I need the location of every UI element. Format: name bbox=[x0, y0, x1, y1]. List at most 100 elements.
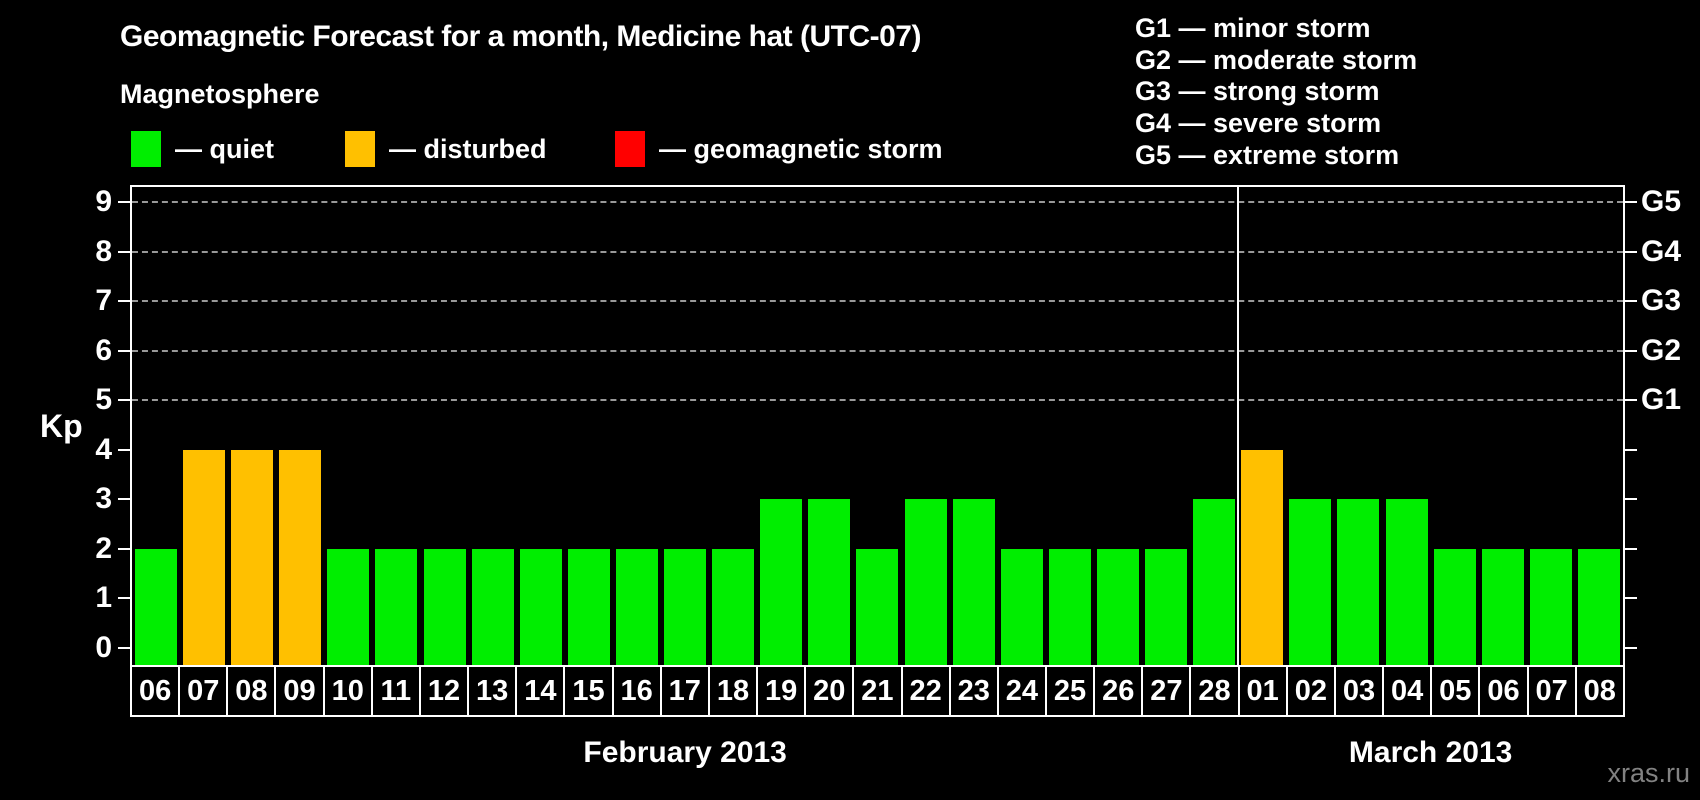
kp-bar bbox=[616, 548, 658, 665]
y-tick-mark-right bbox=[1625, 300, 1637, 303]
y-tick-mark-right bbox=[1625, 200, 1637, 203]
legend-label: — quiet bbox=[175, 133, 274, 164]
kp-bar bbox=[712, 548, 754, 665]
kp-bar bbox=[1578, 548, 1620, 665]
y-tick-mark-left bbox=[118, 647, 130, 649]
day-cell: 22 bbox=[903, 667, 951, 715]
kp-bar bbox=[424, 548, 466, 665]
legend-label: — disturbed bbox=[389, 133, 547, 164]
day-cell: 06 bbox=[1480, 667, 1529, 715]
kp-gridline bbox=[132, 300, 1623, 303]
y-tick-mark-left bbox=[118, 300, 130, 303]
y-tick-mark-left bbox=[118, 349, 130, 352]
month-label-february: February 2013 bbox=[583, 736, 787, 769]
day-cell: 19 bbox=[758, 667, 807, 715]
kp-gridline bbox=[132, 200, 1623, 203]
kp-bar bbox=[1289, 499, 1331, 665]
month-label-march: March 2013 bbox=[1348, 736, 1513, 769]
y-tick-mark-right bbox=[1625, 547, 1637, 550]
day-cell: 07 bbox=[1529, 667, 1577, 715]
y-tick-mark-left bbox=[118, 597, 130, 600]
y-tick-label: 9 bbox=[95, 184, 112, 218]
y-tick-mark-right bbox=[1625, 250, 1637, 253]
kp-gridline bbox=[132, 349, 1623, 352]
day-cell: 14 bbox=[517, 667, 566, 715]
legend-label: — geomagnetic storm bbox=[659, 133, 943, 164]
day-cell: 17 bbox=[662, 667, 710, 715]
month-separator-line bbox=[1237, 187, 1239, 665]
legend-item-disturbed: — disturbed bbox=[345, 131, 547, 167]
kp-bar bbox=[1097, 548, 1139, 665]
kp-bar bbox=[279, 449, 321, 665]
g-scale-label: G1 bbox=[1641, 383, 1682, 417]
y-tick-mark-right bbox=[1625, 597, 1637, 600]
y-tick-mark-right bbox=[1625, 647, 1637, 649]
day-axis-row: 06 07 08 09 10 11 12 13 14 15 16 17 18 19 20 21 22 23 24 25… bbox=[130, 665, 1625, 717]
y-tick-mark-left bbox=[118, 547, 130, 550]
y-tick-label: 1 bbox=[95, 581, 112, 615]
kp-gridline bbox=[132, 250, 1623, 253]
y-tick-label: 0 bbox=[95, 631, 112, 664]
g-scale-label: G2 bbox=[1641, 333, 1682, 367]
day-cell: 25 bbox=[1047, 667, 1096, 715]
day-cell: 08 bbox=[228, 667, 277, 715]
kp-bar bbox=[472, 548, 514, 665]
day-cell: 13 bbox=[469, 667, 518, 715]
y-tick-label: 4 bbox=[95, 432, 112, 466]
y-tick-mark-right bbox=[1625, 349, 1637, 352]
page-title: Geomagnetic Forecast for a month, Medici… bbox=[120, 20, 921, 53]
chart-subtitle: Magnetosphere bbox=[120, 79, 320, 109]
day-cell: 24 bbox=[999, 667, 1047, 715]
storm-scale-item-g1: G1 — minor storm bbox=[1135, 13, 1371, 43]
storm-scale-item-g3: G3 — strong storm bbox=[1135, 76, 1380, 107]
day-cell: 18 bbox=[710, 667, 759, 715]
kp-bar bbox=[568, 548, 610, 665]
kp-bar bbox=[856, 548, 898, 665]
disturbed-color-swatch bbox=[345, 131, 375, 167]
y-tick-mark-left bbox=[118, 498, 130, 501]
kp-bar bbox=[905, 499, 947, 665]
y-tick-label: 7 bbox=[95, 284, 112, 318]
kp-bar bbox=[231, 449, 273, 665]
g-scale-label: G5 bbox=[1641, 184, 1682, 218]
kp-bar bbox=[327, 548, 369, 665]
kp-bar bbox=[953, 499, 995, 665]
kp-bar bbox=[1337, 499, 1379, 665]
kp-bar bbox=[1434, 548, 1476, 665]
y-tick-mark-right bbox=[1625, 498, 1637, 501]
y-tick-label: 6 bbox=[95, 333, 112, 367]
legend-item-quiet: — quiet bbox=[131, 131, 274, 167]
day-cell: 27 bbox=[1143, 667, 1192, 715]
y-tick-label: 2 bbox=[95, 531, 112, 565]
kp-gridline bbox=[132, 399, 1623, 402]
y-axis-label-kp: Kp bbox=[40, 408, 83, 444]
watermark: xras.ru bbox=[1607, 758, 1690, 788]
y-tick-mark-left bbox=[118, 399, 130, 402]
day-cell: 06 bbox=[132, 667, 181, 715]
storm-scale-legend: G1 — minor storm G2 — moderate storm G3 … bbox=[1135, 13, 1417, 172]
day-cell: 11 bbox=[373, 667, 421, 715]
day-cell: 26 bbox=[1095, 667, 1144, 715]
storm-scale-item-g5: G5 — extreme storm bbox=[1135, 139, 1400, 170]
day-cell: 05 bbox=[1432, 667, 1481, 715]
kp-bar bbox=[1241, 449, 1283, 665]
day-cell: 02 bbox=[1288, 667, 1336, 715]
legend-item-storm: — geomagnetic storm bbox=[615, 131, 943, 167]
day-cell: 04 bbox=[1384, 667, 1433, 715]
kp-bar bbox=[1193, 499, 1235, 665]
y-tick-mark-left bbox=[118, 200, 130, 203]
kp-bar bbox=[183, 449, 225, 665]
kp-bar bbox=[1386, 499, 1428, 665]
y-tick-mark-right bbox=[1625, 448, 1637, 451]
day-cell: 09 bbox=[276, 667, 325, 715]
y-tick-label: 3 bbox=[95, 482, 112, 516]
day-cell: 03 bbox=[1336, 667, 1385, 715]
day-cell: 28 bbox=[1191, 667, 1240, 715]
y-tick-mark-left bbox=[118, 250, 130, 253]
kp-bar bbox=[664, 548, 706, 665]
quiet-color-swatch bbox=[131, 131, 161, 167]
day-cell: 16 bbox=[614, 667, 662, 715]
day-cell: 20 bbox=[806, 667, 855, 715]
day-cell: 12 bbox=[421, 667, 470, 715]
